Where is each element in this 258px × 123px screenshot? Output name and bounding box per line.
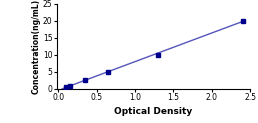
Y-axis label: Concentration(ng/mL): Concentration(ng/mL) — [31, 0, 40, 94]
X-axis label: Optical Density: Optical Density — [114, 107, 193, 116]
